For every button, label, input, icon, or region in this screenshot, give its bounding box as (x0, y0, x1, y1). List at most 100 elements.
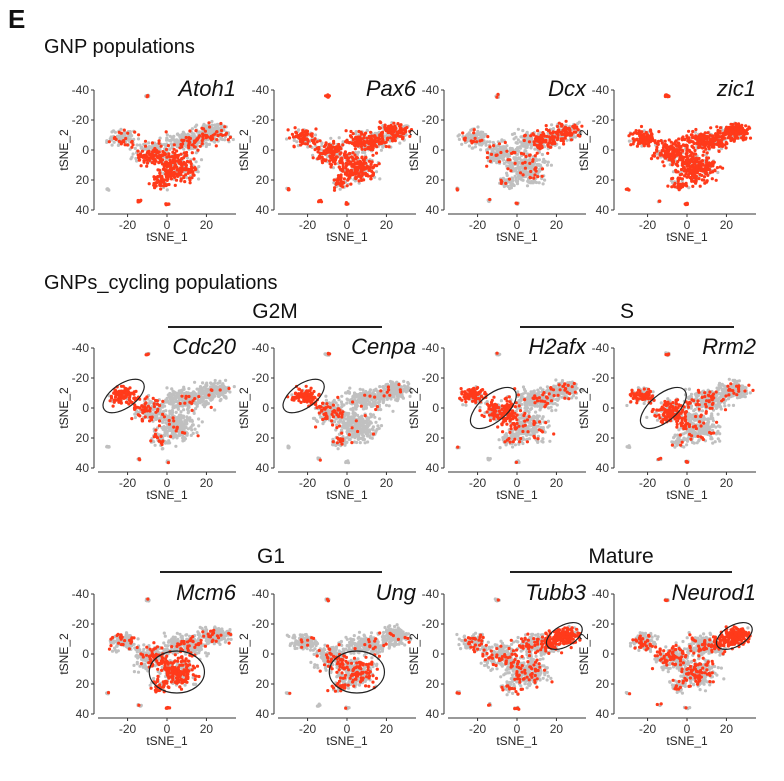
expressing-cell-point (495, 95, 499, 99)
expressing-cell-point (660, 141, 664, 145)
expressing-cell-point (403, 128, 407, 132)
expressing-cell-point (136, 200, 140, 204)
expressing-cell-point (190, 176, 194, 180)
cell-point (196, 170, 200, 174)
expressing-cell-point (701, 163, 705, 167)
expressing-cell-point (463, 136, 467, 140)
expressing-cell-point (371, 153, 375, 157)
cell-point (224, 395, 228, 399)
expressing-cell-point (642, 144, 646, 148)
cell-point (156, 426, 160, 430)
expressing-cell-point (730, 127, 734, 131)
cell-point (133, 415, 137, 420)
cell-point (200, 400, 205, 404)
expressing-cell-point (713, 168, 717, 172)
expressing-cell-point (560, 132, 564, 137)
cell-point (693, 130, 698, 134)
expressing-cell-point (739, 125, 743, 129)
expressing-cell-point (182, 151, 186, 155)
cell-point (311, 153, 315, 157)
cell-point (147, 141, 151, 145)
cell-point (515, 146, 520, 150)
expressing-cell-point (679, 167, 684, 172)
expressing-cell-point (356, 136, 361, 141)
expressing-cell-point (698, 143, 702, 147)
cell-point (398, 141, 402, 145)
cell-point (119, 127, 123, 131)
expressing-cell-point (549, 141, 553, 145)
cell-point (185, 431, 189, 436)
expressing-cell-point (733, 133, 737, 137)
expressing-cell-point (658, 199, 662, 203)
cell-point (337, 136, 341, 140)
expressing-cell-point (672, 142, 676, 146)
cell-point (105, 187, 109, 191)
expressing-cell-point (670, 154, 675, 158)
expressing-cell-point (499, 178, 503, 182)
expressing-cell-point (180, 163, 184, 167)
cell-point (204, 144, 208, 149)
expressing-cell-point (185, 153, 189, 157)
expressing-cell-point (707, 143, 711, 147)
expressing-cell-point (560, 123, 564, 127)
expressing-cell-point (666, 184, 670, 188)
group-label-mature: Mature (588, 545, 654, 568)
expressing-cell-point (557, 121, 561, 125)
y-tick-label: -40 (72, 83, 90, 97)
expressing-cell-point (685, 160, 689, 164)
cell-point (186, 427, 190, 431)
expressing-cell-point (166, 202, 170, 206)
expressing-cell-point (678, 176, 682, 180)
expressing-cell-point (219, 121, 223, 126)
cell-point (655, 152, 659, 156)
expressing-cell-point (703, 143, 707, 147)
gene-label: zic1 (716, 76, 756, 101)
expressing-cell-point (743, 137, 748, 141)
expressing-cells (107, 94, 232, 207)
expressing-cell-point (690, 168, 694, 172)
expressing-cell-point (228, 135, 232, 139)
cell-point (513, 169, 517, 173)
cell-point (542, 157, 546, 161)
expressing-cell-point (708, 137, 712, 142)
cell-point (181, 130, 185, 134)
cell-point (511, 183, 515, 187)
cell-point (178, 390, 182, 394)
expressing-cell-point (179, 172, 183, 177)
expressing-cell-point (181, 142, 185, 146)
y-tick-label: -20 (422, 113, 440, 127)
expressing-cell-point (478, 139, 482, 143)
expressing-cell-point (704, 171, 709, 175)
expressing-cell-point (362, 178, 366, 182)
expressing-cell-point (136, 149, 140, 153)
expressing-cell-point (172, 160, 176, 165)
expressing-cell-point (148, 158, 152, 162)
expressing-cell-point (535, 151, 539, 155)
cell-point (204, 141, 208, 145)
expressing-cells (108, 352, 231, 465)
expressing-cell-point (472, 139, 476, 144)
x-axis-title: tSNE_1 (326, 230, 368, 244)
cell-point (169, 396, 173, 400)
expressing-cell-point (344, 166, 348, 170)
expressing-cell-point (652, 151, 657, 155)
expressing-cell-point (540, 174, 544, 178)
cell-point (537, 158, 541, 162)
cell-point (187, 387, 191, 391)
expressing-cell-point (351, 132, 355, 136)
expressing-cell-point (720, 137, 724, 142)
expressing-cell-point (667, 138, 671, 142)
cell-point (117, 135, 121, 140)
expressing-cell-point (561, 128, 565, 132)
expressing-cell-point (374, 136, 378, 140)
expressing-cell-point (690, 145, 695, 149)
expressing-cell-point (528, 153, 532, 157)
expressing-cell-point (180, 145, 184, 149)
expressing-cell-point (703, 131, 707, 135)
cell-point (354, 130, 358, 134)
expressing-cell-point (339, 147, 343, 151)
expressing-cell-point (191, 172, 195, 177)
x-tick-label: 20 (720, 218, 734, 232)
y-tick-label: -40 (592, 83, 610, 97)
expressing-cell-point (698, 184, 702, 188)
